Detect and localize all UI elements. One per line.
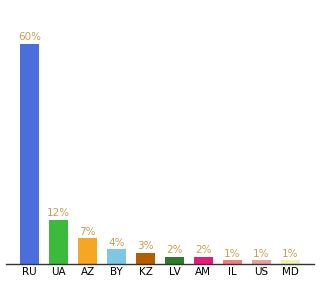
Bar — [49, 220, 68, 264]
Text: 2%: 2% — [166, 245, 183, 255]
Bar — [165, 257, 184, 264]
Bar — [136, 253, 155, 264]
Bar — [20, 44, 39, 264]
Text: 1%: 1% — [253, 248, 269, 259]
Text: 2%: 2% — [195, 245, 212, 255]
Bar — [252, 260, 271, 264]
Bar — [107, 249, 126, 264]
Text: 3%: 3% — [137, 241, 154, 251]
Text: 1%: 1% — [282, 248, 299, 259]
Bar — [223, 260, 242, 264]
Text: 60%: 60% — [18, 32, 41, 43]
Bar — [281, 260, 300, 264]
Bar — [78, 238, 97, 264]
Bar — [194, 257, 213, 264]
Text: 4%: 4% — [108, 238, 125, 248]
Text: 12%: 12% — [47, 208, 70, 218]
Text: 1%: 1% — [224, 248, 241, 259]
Text: 7%: 7% — [79, 226, 96, 236]
